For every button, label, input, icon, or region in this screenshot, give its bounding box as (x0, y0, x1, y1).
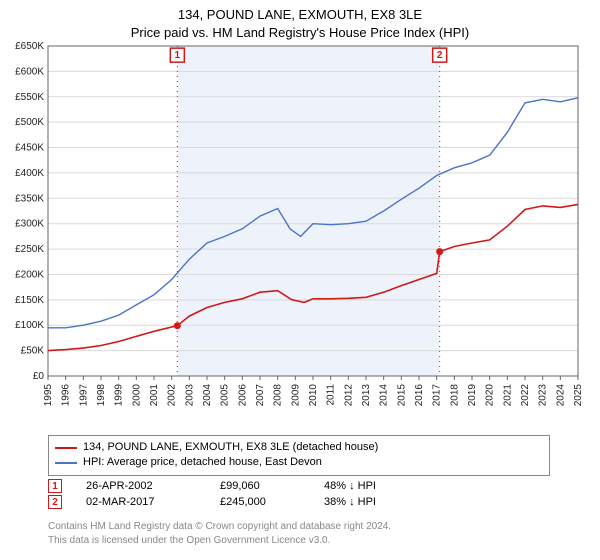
marker-pct: 48% ↓ HPI (324, 480, 434, 492)
svg-text:2005: 2005 (220, 384, 231, 407)
legend-label: HPI: Average price, detached house, East… (83, 455, 322, 470)
svg-text:£350K: £350K (15, 193, 44, 204)
marker-price: £245,000 (220, 496, 300, 508)
svg-text:2018: 2018 (449, 384, 460, 407)
svg-text:£250K: £250K (15, 244, 44, 255)
svg-text:2002: 2002 (167, 384, 178, 407)
legend: 134, POUND LANE, EXMOUTH, EX8 3LE (detac… (48, 435, 550, 476)
svg-text:£300K: £300K (15, 219, 44, 230)
legend-item: 134, POUND LANE, EXMOUTH, EX8 3LE (detac… (55, 440, 543, 455)
svg-text:£200K: £200K (15, 269, 44, 280)
svg-text:2000: 2000 (131, 384, 142, 407)
marker-date: 26-APR-2002 (86, 480, 196, 492)
svg-text:£500K: £500K (15, 117, 44, 128)
svg-text:1995: 1995 (43, 384, 54, 407)
svg-text:2007: 2007 (255, 384, 266, 407)
svg-text:£50K: £50K (21, 346, 45, 357)
svg-text:2016: 2016 (414, 384, 425, 407)
table-row: 2 02-MAR-2017 £245,000 38% ↓ HPI (48, 494, 550, 510)
svg-text:2013: 2013 (361, 384, 372, 407)
legend-label: 134, POUND LANE, EXMOUTH, EX8 3LE (detac… (83, 440, 378, 455)
svg-text:1999: 1999 (114, 384, 125, 407)
svg-text:2001: 2001 (149, 384, 160, 407)
svg-text:2014: 2014 (379, 384, 390, 407)
svg-text:2004: 2004 (202, 384, 213, 407)
svg-text:£600K: £600K (15, 66, 44, 77)
title-line-2: Price paid vs. HM Land Registry's House … (0, 24, 600, 42)
footer-line: This data is licensed under the Open Gov… (48, 534, 550, 548)
svg-text:2020: 2020 (485, 384, 496, 407)
svg-text:2: 2 (437, 50, 443, 61)
svg-text:2003: 2003 (184, 384, 195, 407)
footer-line: Contains HM Land Registry data © Crown c… (48, 520, 550, 534)
svg-text:2011: 2011 (326, 384, 337, 406)
svg-text:£150K: £150K (15, 295, 44, 306)
page: 134, POUND LANE, EXMOUTH, EX8 3LE Price … (0, 0, 600, 560)
svg-text:2015: 2015 (396, 384, 407, 407)
marker-badge: 1 (48, 479, 62, 493)
footer: Contains HM Land Registry data © Crown c… (48, 520, 550, 547)
legend-swatch (55, 462, 77, 464)
svg-text:2023: 2023 (538, 384, 549, 407)
chart-svg: £0 £50K £100K £150K £200K £250K £300K £350K £400… (0, 42, 600, 422)
marker-pct: 38% ↓ HPI (324, 496, 434, 508)
table-row: 1 26-APR-2002 £99,060 48% ↓ HPI (48, 478, 550, 494)
svg-text:£100K: £100K (15, 320, 44, 331)
svg-text:2021: 2021 (502, 384, 513, 407)
chart-title: 134, POUND LANE, EXMOUTH, EX8 3LE Price … (0, 0, 600, 41)
svg-text:2017: 2017 (432, 384, 443, 407)
marker-table: 1 26-APR-2002 £99,060 48% ↓ HPI 2 02-MAR… (48, 478, 550, 510)
svg-text:2008: 2008 (273, 384, 284, 407)
svg-text:1: 1 (175, 50, 181, 61)
svg-text:1997: 1997 (78, 384, 89, 407)
marker-badge: 2 (48, 495, 62, 509)
svg-text:2006: 2006 (237, 384, 248, 407)
svg-text:£450K: £450K (15, 143, 44, 154)
svg-text:2010: 2010 (308, 384, 319, 407)
chart-area: £0 £50K £100K £150K £200K £250K £300K £350K £400… (0, 42, 600, 422)
svg-text:2012: 2012 (343, 384, 354, 407)
marker-date: 02-MAR-2017 (86, 496, 196, 508)
svg-text:2025: 2025 (573, 384, 584, 407)
svg-text:1996: 1996 (61, 384, 72, 407)
legend-swatch (55, 447, 77, 449)
marker-price: £99,060 (220, 480, 300, 492)
svg-text:£0: £0 (33, 371, 45, 382)
svg-text:£550K: £550K (15, 92, 44, 103)
svg-text:2024: 2024 (555, 384, 566, 407)
svg-text:£400K: £400K (15, 168, 44, 179)
svg-text:2009: 2009 (290, 384, 301, 407)
svg-text:2019: 2019 (467, 384, 478, 407)
title-line-1: 134, POUND LANE, EXMOUTH, EX8 3LE (0, 6, 600, 24)
legend-item: HPI: Average price, detached house, East… (55, 455, 543, 470)
svg-text:2022: 2022 (520, 384, 531, 407)
svg-text:£650K: £650K (15, 42, 44, 52)
svg-text:1998: 1998 (96, 384, 107, 407)
